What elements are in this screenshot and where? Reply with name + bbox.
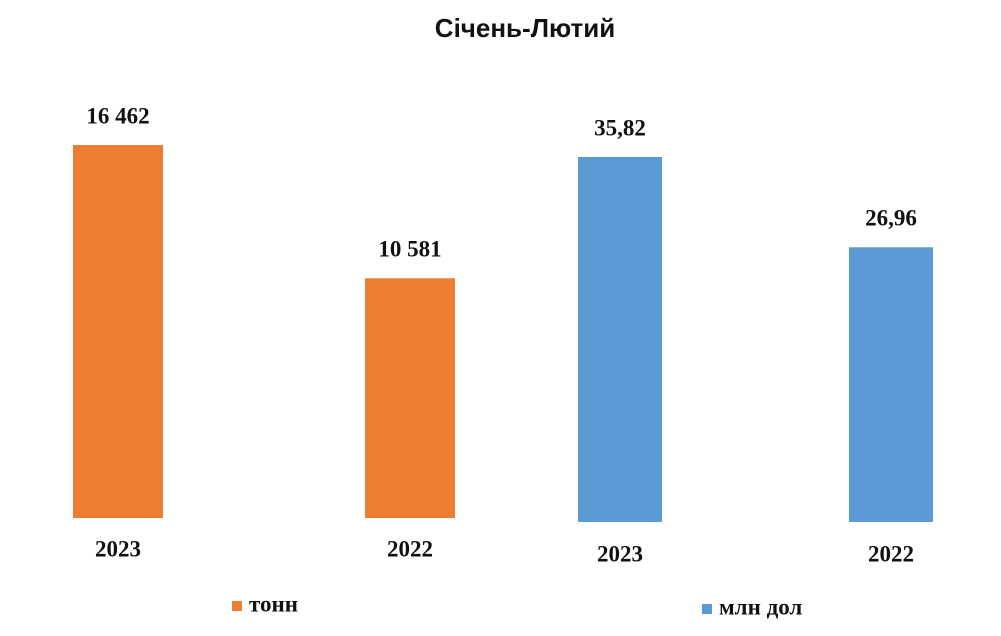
value-label: 26,96 xyxy=(865,206,917,231)
value-label: 10 581 xyxy=(378,237,441,262)
value-label: 35,82 xyxy=(594,115,646,140)
legend-label: млн дол xyxy=(719,594,802,619)
legend-swatch xyxy=(702,604,712,614)
bar xyxy=(73,145,163,518)
x-tick-label: 2022 xyxy=(387,536,433,561)
legend-label: тонн xyxy=(249,591,298,616)
bar xyxy=(365,278,455,518)
x-tick-label: 2023 xyxy=(597,541,643,566)
bar xyxy=(578,157,662,522)
value-label: 16 462 xyxy=(86,103,149,128)
bar xyxy=(849,247,933,522)
chart-title: Січень-Лютий xyxy=(435,13,615,43)
legend-swatch xyxy=(232,601,242,611)
x-tick-label: 2022 xyxy=(868,541,914,566)
x-tick-label: 2023 xyxy=(95,536,141,561)
